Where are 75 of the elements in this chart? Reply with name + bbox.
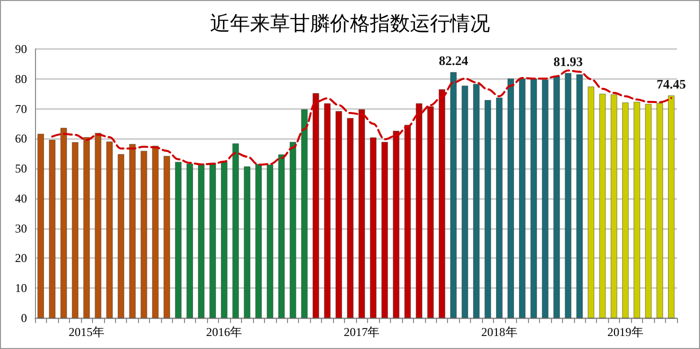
- x-tick-label: 2017年: [344, 325, 380, 339]
- bar: [198, 164, 204, 318]
- bar: [610, 94, 618, 318]
- data-label: 74.45: [656, 76, 686, 92]
- bar: [83, 137, 90, 318]
- y-tick-label: 50: [15, 162, 27, 176]
- bar: [38, 134, 44, 318]
- bar: [210, 162, 216, 318]
- bar: [599, 94, 606, 318]
- y-tick-label: 30: [15, 221, 27, 236]
- bar: [668, 95, 674, 318]
- bar: [588, 86, 594, 318]
- bar: [519, 78, 526, 318]
- bar: [266, 164, 274, 318]
- y-tick-label: 80: [15, 72, 27, 86]
- bar: [164, 156, 170, 318]
- x-tick-label: 2016年: [206, 325, 242, 339]
- bar: [186, 164, 193, 318]
- bar: [634, 102, 640, 318]
- bar: [484, 100, 491, 318]
- bar: [221, 162, 228, 318]
- bar: [645, 104, 652, 318]
- bar: [530, 78, 537, 318]
- bar: [416, 103, 422, 318]
- bar: [152, 146, 159, 318]
- bar: [450, 72, 457, 318]
- bar: [324, 103, 330, 318]
- bar: [382, 142, 388, 318]
- bar: [462, 86, 468, 318]
- bar: [656, 103, 663, 318]
- bar: [255, 164, 262, 318]
- bar: [106, 142, 113, 318]
- data-label: 82.24: [438, 53, 469, 68]
- bar: [404, 124, 411, 318]
- bar: [118, 154, 124, 318]
- bar: [232, 143, 239, 318]
- bar: [94, 132, 102, 318]
- bar: [542, 80, 548, 318]
- bar: [370, 137, 376, 318]
- bar: [244, 166, 250, 318]
- y-tick-label: 20: [15, 251, 27, 266]
- bar: [427, 106, 434, 318]
- chart-title: 近年来草甘膦价格指数运行情况: [210, 13, 490, 35]
- bar: [438, 89, 446, 318]
- bar: [175, 162, 182, 318]
- x-tick-label: 2015年: [68, 325, 105, 339]
- bar: [508, 78, 514, 318]
- bar: [358, 109, 365, 318]
- bar: [49, 140, 56, 318]
- x-tick-label: 2019年: [607, 325, 644, 339]
- y-tick-label: 90: [15, 42, 27, 56]
- y-tick-label: 0: [21, 311, 27, 325]
- bar: [301, 109, 308, 318]
- y-tick-label: 70: [15, 102, 27, 116]
- bar: [312, 93, 320, 318]
- y-tick-label: 10: [15, 281, 27, 296]
- bar: [278, 154, 285, 318]
- bar: [347, 118, 354, 318]
- bar: [576, 74, 583, 318]
- y-tick-label: 60: [15, 132, 27, 146]
- bar: [564, 73, 572, 318]
- bar: [336, 111, 342, 318]
- bar: [129, 144, 136, 318]
- bar: [622, 102, 629, 318]
- data-label: 81.93: [553, 54, 584, 70]
- x-tick-label: 2018年: [481, 325, 518, 339]
- bar: [553, 76, 560, 318]
- y-tick-label: 40: [15, 191, 27, 206]
- bar: [72, 142, 78, 318]
- bar: [140, 150, 148, 318]
- bar: [496, 98, 502, 318]
- bar: [392, 130, 400, 318]
- bar: [60, 128, 67, 318]
- bar: [290, 142, 296, 318]
- bar: [473, 84, 480, 318]
